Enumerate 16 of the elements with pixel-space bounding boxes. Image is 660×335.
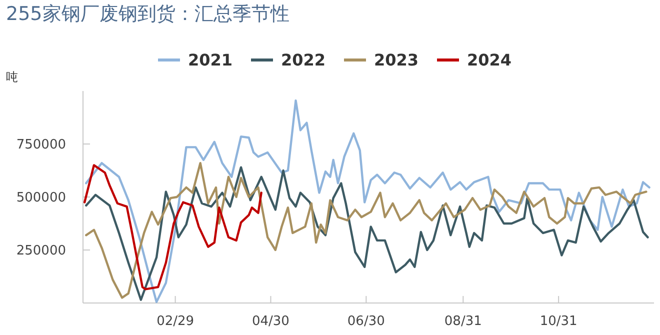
legend-label: 2023 xyxy=(374,50,419,70)
x-tick-label: 10/31 xyxy=(540,314,578,329)
y-axis-title: 吨 xyxy=(6,70,18,84)
line-series xyxy=(83,164,262,290)
chart-title: 255家钢厂废钢到货：汇总季节性 xyxy=(6,3,290,25)
x-tick-label: 04/30 xyxy=(252,314,290,329)
x-tick-label: 08/31 xyxy=(444,314,482,329)
legend-label: 2021 xyxy=(188,50,233,70)
y-tick-label: 250000 xyxy=(16,244,66,259)
legend-label: 2024 xyxy=(467,50,512,70)
x-tick-label: 02/29 xyxy=(156,314,194,329)
x-tick-label: 06/30 xyxy=(347,314,385,329)
y-tick-label: 750000 xyxy=(16,138,66,153)
legend-label: 2022 xyxy=(281,50,326,70)
line-series xyxy=(85,99,650,304)
y-tick-label: 500000 xyxy=(16,190,66,206)
